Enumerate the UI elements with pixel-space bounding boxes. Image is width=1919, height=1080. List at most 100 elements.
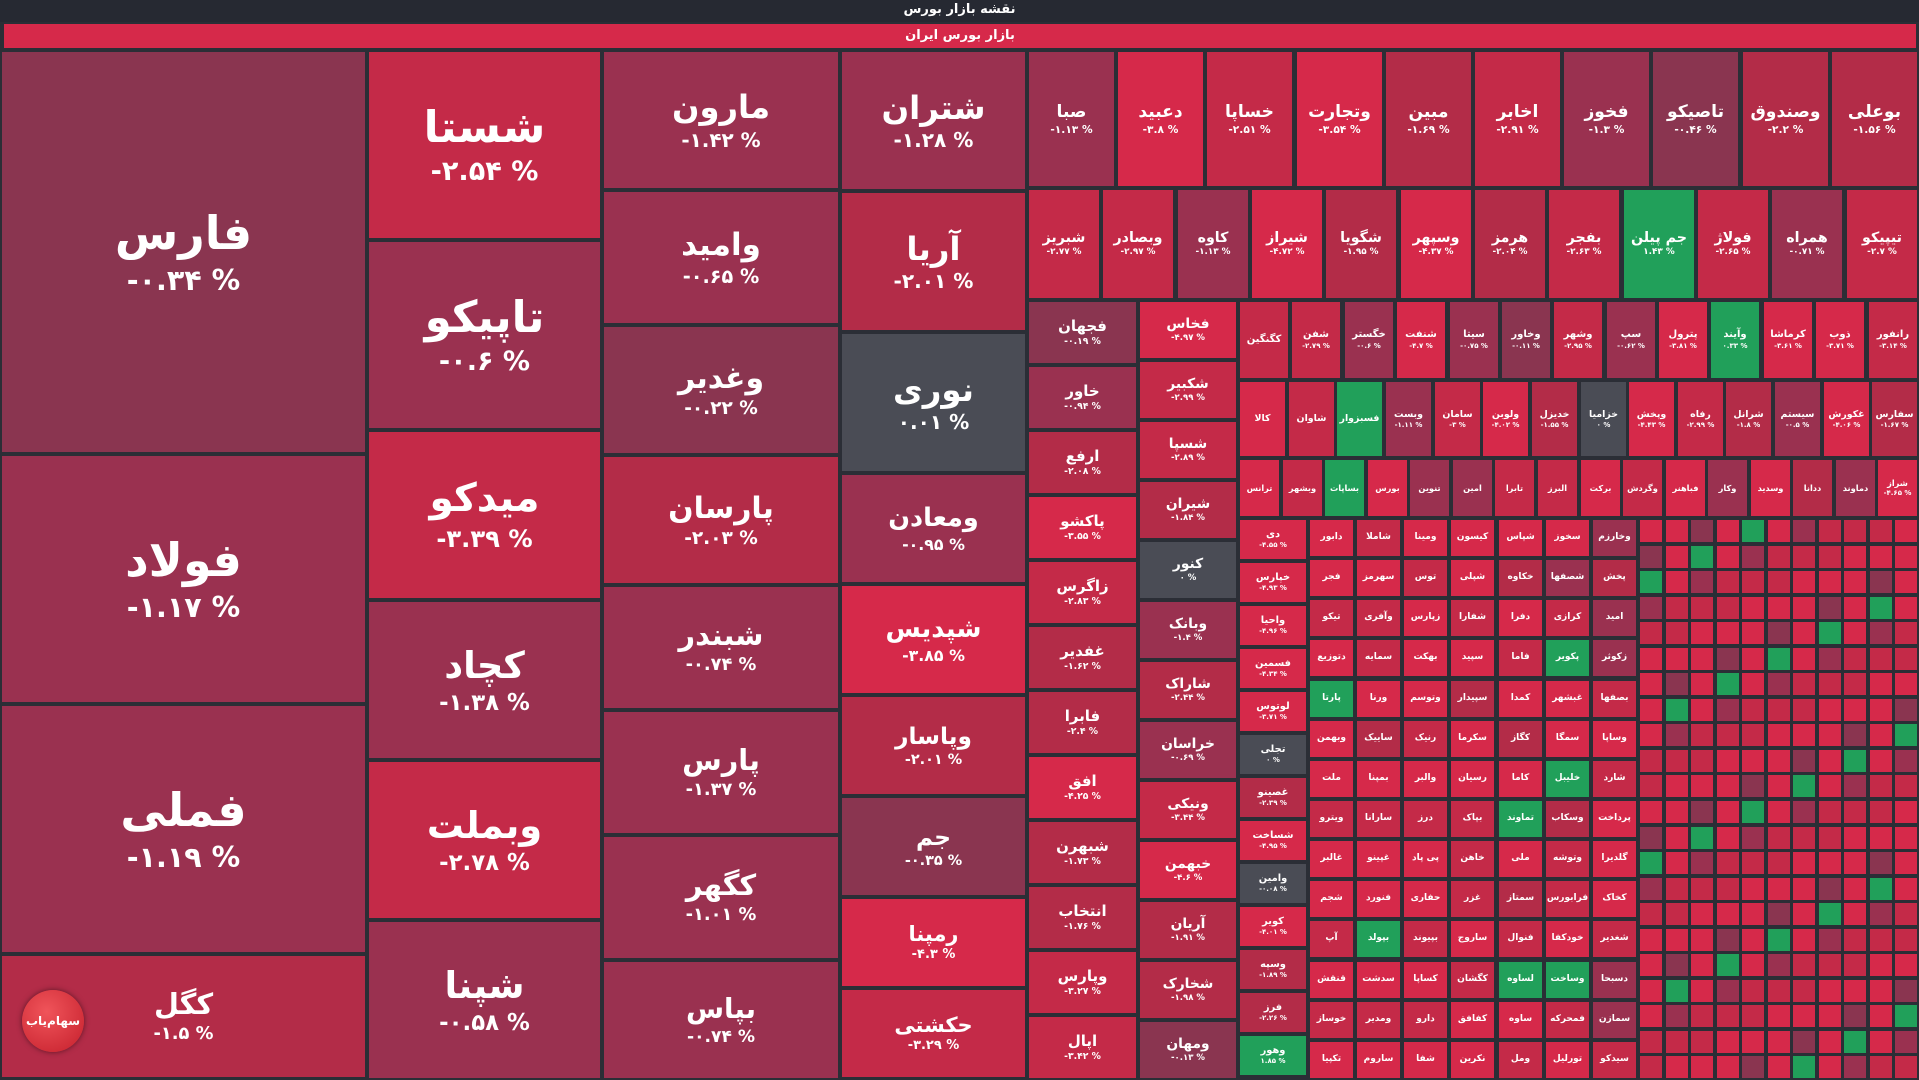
tile-small[interactable] (1817, 876, 1843, 902)
tile-small[interactable] (1689, 927, 1715, 953)
tile-small[interactable] (1842, 876, 1868, 902)
tile-small[interactable] (1689, 799, 1715, 825)
tile-ومعادن[interactable]: ومعادن -۰.۹۵ % (840, 473, 1027, 584)
tile-small[interactable] (1791, 850, 1817, 876)
tile-small[interactable] (1868, 544, 1894, 570)
tile-small[interactable] (1842, 697, 1868, 723)
tile-small[interactable] (1842, 620, 1868, 646)
tile-small[interactable] (1791, 595, 1817, 621)
tile-small[interactable] (1766, 569, 1792, 595)
tile-شفا[interactable]: شفا (1402, 1040, 1449, 1080)
tile-شیراز[interactable]: شیراز -۴.۷۲ % (1250, 188, 1324, 300)
tile-small[interactable] (1740, 1054, 1766, 1080)
tile-وتجارت[interactable]: وتجارت -۳.۵۴ % (1295, 50, 1384, 188)
tile-خبهمن[interactable]: خبهمن -۴.۶ % (1138, 840, 1238, 900)
tile-صبا[interactable]: صبا -۱.۱۳ % (1027, 50, 1116, 188)
tile-small[interactable] (1638, 1003, 1664, 1029)
tile-small[interactable] (1791, 901, 1817, 927)
tile-همراه[interactable]: همراه -۰.۷۱ % (1770, 188, 1844, 300)
tile-small[interactable] (1638, 518, 1664, 544)
tile-تکپیا[interactable]: تکپیا (1308, 1040, 1355, 1080)
tile-بصفها[interactable]: بصفها (1591, 679, 1638, 719)
tile-سمازن[interactable]: سمازن (1591, 1000, 1638, 1040)
tile-small[interactable] (1893, 825, 1919, 851)
tile-بپاس[interactable]: بپاس -۰.۷۴ % (602, 960, 840, 1080)
tile-small[interactable] (1689, 1029, 1715, 1055)
tile-small[interactable] (1664, 595, 1690, 621)
tile-small[interactable] (1842, 952, 1868, 978)
tile-فملی[interactable]: فملی -۱.۱۹ % (0, 704, 367, 954)
tile-غپینو[interactable]: غپینو (1355, 839, 1402, 879)
tile-small[interactable] (1817, 748, 1843, 774)
tile-کچاد[interactable]: کچاد -۱.۳۸ % (367, 600, 602, 760)
tile-خراسان[interactable]: خراسان -۰.۶۹ % (1138, 720, 1238, 780)
tile-کنور[interactable]: کنور ۰ % (1138, 540, 1238, 600)
tile-شپدیس[interactable]: شپدیس -۳.۸۵ % (840, 584, 1027, 695)
tile-دفرا[interactable]: دفرا (1497, 598, 1544, 638)
tile-small[interactable] (1842, 850, 1868, 876)
tile-آریا[interactable]: آریا -۲.۰۱ % (840, 191, 1027, 332)
tile-ساروج[interactable]: ساروج (1449, 919, 1496, 959)
tile-شساخت[interactable]: شساخت -۴.۹۵ % (1238, 819, 1308, 862)
tile-small[interactable] (1893, 1029, 1919, 1055)
tile-small[interactable] (1740, 544, 1766, 570)
tile-سمگا[interactable]: سمگا (1544, 719, 1591, 759)
tile-خاهن[interactable]: خاهن (1449, 839, 1496, 879)
tile-small[interactable] (1868, 901, 1894, 927)
tile-گلدیرا[interactable]: گلدیرا (1591, 839, 1638, 879)
tile-قنقش[interactable]: قنقش (1308, 960, 1355, 1000)
tile-small[interactable] (1766, 1054, 1792, 1080)
tile-فنوال[interactable]: فنوال (1497, 919, 1544, 959)
tile-شکبیر[interactable]: شکبیر -۲.۹۹ % (1138, 360, 1238, 420)
tile-فخاس[interactable]: فخاس -۴.۹۷ % (1138, 300, 1238, 360)
tile-small[interactable] (1893, 1003, 1919, 1029)
tile-small[interactable] (1791, 748, 1817, 774)
tile-small[interactable] (1715, 722, 1741, 748)
tile-بورس[interactable]: بورس (1366, 458, 1409, 518)
tile-وبهمن[interactable]: وبهمن (1308, 719, 1355, 759)
tile-small[interactable] (1791, 1003, 1817, 1029)
tile-small[interactable] (1715, 952, 1741, 978)
tile-small[interactable] (1664, 544, 1690, 570)
tile-small[interactable] (1689, 646, 1715, 672)
tile-ولوبن[interactable]: ولوبن -۴.۰۲ % (1481, 380, 1530, 458)
tile-small[interactable] (1715, 927, 1741, 953)
tile-شاملا[interactable]: شاملا (1355, 518, 1402, 558)
tile-شبهرن[interactable]: شبهرن -۱.۷۳ % (1027, 820, 1138, 885)
tile-شصفها[interactable]: شصفها (1544, 558, 1591, 598)
tile-small[interactable] (1715, 876, 1741, 902)
tile-small[interactable] (1791, 978, 1817, 1004)
tile-small[interactable] (1766, 1003, 1792, 1029)
tile-بهکت[interactable]: بهکت (1402, 638, 1449, 678)
tile-small[interactable] (1766, 901, 1792, 927)
tile-small[interactable] (1893, 544, 1919, 570)
tile-small[interactable] (1740, 697, 1766, 723)
tile-small[interactable] (1638, 620, 1664, 646)
tile-تجلی[interactable]: تجلی ۰ % (1238, 733, 1308, 776)
tile-تیپیکو[interactable]: تیپیکو -۲.۷ % (1845, 188, 1919, 300)
tile-وبصادر[interactable]: وبصادر -۲.۹۷ % (1101, 188, 1175, 300)
tile-small[interactable] (1817, 671, 1843, 697)
tile-small[interactable] (1740, 569, 1766, 595)
tile-small[interactable] (1766, 876, 1792, 902)
tile-small[interactable] (1868, 620, 1894, 646)
tile-دتوزیع[interactable]: دتوزیع (1308, 638, 1355, 678)
tile-small[interactable] (1791, 927, 1817, 953)
tile-small[interactable] (1817, 697, 1843, 723)
tile-کالا[interactable]: کالا (1238, 380, 1287, 458)
tile-شارد[interactable]: شارد (1591, 759, 1638, 799)
tile-تابرا[interactable]: تابرا (1493, 458, 1536, 518)
tile-غفدیر[interactable]: غفدیر -۱.۶۲ % (1027, 625, 1138, 690)
tile-small[interactable] (1893, 876, 1919, 902)
tile-small[interactable] (1664, 671, 1690, 697)
tile-بساپات[interactable]: بساپات (1323, 458, 1366, 518)
tile-small[interactable] (1689, 952, 1715, 978)
tile-small[interactable] (1715, 671, 1741, 697)
tile-small[interactable] (1638, 876, 1664, 902)
tile-small[interactable] (1740, 722, 1766, 748)
tile-وصندوق[interactable]: وصندوق -۲.۲ % (1741, 50, 1830, 188)
tile-انتخاب[interactable]: انتخاب -۱.۷۶ % (1027, 885, 1138, 950)
tile-small[interactable] (1740, 978, 1766, 1004)
tile-سمتاز[interactable]: سمتاز (1497, 879, 1544, 919)
tile-تاپیکو[interactable]: تاپیکو -۰.۶ % (367, 240, 602, 430)
